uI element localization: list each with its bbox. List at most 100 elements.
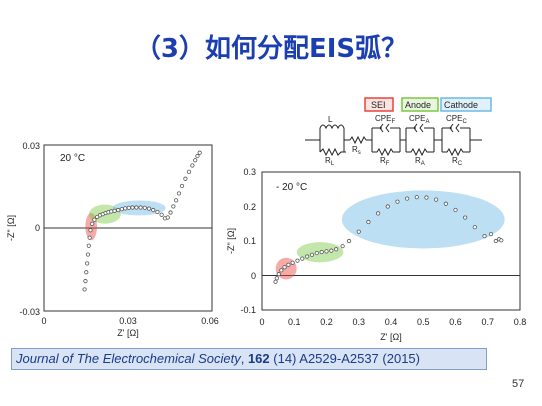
r-f-label: R bbox=[380, 156, 386, 165]
journal-volume: 162 bbox=[247, 351, 270, 366]
equivalent-circuit-diagram bbox=[305, 97, 492, 157]
r-a-label: R bbox=[415, 156, 421, 165]
y-tick-label: 0.03 bbox=[22, 141, 40, 151]
cathode-label: Cathode bbox=[444, 100, 478, 110]
x-tick-label: 0 bbox=[41, 316, 46, 326]
svg-text:RA: RA bbox=[415, 156, 425, 167]
data-point bbox=[463, 215, 468, 220]
data-point bbox=[286, 262, 291, 267]
cpe-c-label: CPE bbox=[446, 114, 462, 123]
svg-text:CPEC: CPEC bbox=[446, 114, 467, 125]
journal-citation: Journal of The Electrochemical Society, … bbox=[11, 348, 487, 370]
svg-text:RC: RC bbox=[452, 156, 463, 167]
data-point bbox=[472, 225, 477, 230]
chart-title: 20 °C bbox=[60, 153, 85, 164]
data-point bbox=[493, 238, 498, 244]
data-point bbox=[126, 205, 131, 210]
data-point bbox=[86, 243, 91, 248]
data-point bbox=[174, 198, 179, 203]
data-point bbox=[116, 207, 121, 213]
y-tick-label: 0 bbox=[251, 271, 256, 281]
data-point bbox=[424, 195, 429, 200]
data-point bbox=[319, 249, 324, 255]
highlight-cathode bbox=[341, 190, 505, 249]
data-point bbox=[87, 235, 92, 240]
data-point bbox=[329, 248, 334, 253]
journal-issue-pages: (14) A2529-A2537 (2015) bbox=[269, 351, 420, 366]
sei-label: SEI bbox=[371, 100, 386, 110]
data-point bbox=[142, 205, 147, 210]
r-s-sub: s bbox=[358, 150, 361, 156]
x-tick-label: 0.2 bbox=[320, 317, 333, 327]
data-point bbox=[314, 250, 319, 256]
data-point bbox=[405, 196, 410, 201]
data-point bbox=[414, 195, 419, 200]
data-point bbox=[112, 208, 117, 213]
data-point bbox=[434, 197, 439, 202]
data-point bbox=[279, 268, 284, 273]
anode-label: Anode bbox=[405, 100, 431, 110]
data-point bbox=[151, 207, 156, 213]
data-point bbox=[366, 219, 371, 225]
data-point bbox=[186, 169, 192, 174]
data-point bbox=[138, 205, 143, 210]
data-point bbox=[123, 206, 128, 211]
r-l-label: R bbox=[325, 156, 331, 165]
data-point bbox=[453, 207, 458, 213]
anode-label-box bbox=[401, 97, 439, 112]
eis-chart-minus20c: - 20 °C 0.3 0.2 0.1 0 -0.1 0 0.1 0.2 0.3 0.4… bbox=[226, 167, 526, 342]
data-point bbox=[119, 207, 124, 212]
y-axis-label: -Z" [Ω] bbox=[6, 215, 16, 241]
x-tick-label: 0.8 bbox=[514, 317, 527, 327]
y-axis-label: -Z" [Ω] bbox=[226, 228, 236, 254]
x-tick-label: 0.1 bbox=[288, 317, 301, 327]
y-tick-label: -0.03 bbox=[19, 307, 40, 317]
x-tick-label: 0.4 bbox=[385, 317, 398, 327]
x-tick-label: 0.3 bbox=[352, 317, 365, 327]
data-point bbox=[193, 158, 198, 163]
data-point bbox=[300, 256, 305, 261]
r-c-label: R bbox=[452, 156, 458, 165]
data-point bbox=[499, 238, 504, 243]
x-tick-label: 0.6 bbox=[449, 317, 462, 327]
r-l-sub: L bbox=[331, 161, 335, 167]
x-tick-label: 0.7 bbox=[481, 317, 494, 327]
y-tick-label: 0 bbox=[35, 223, 40, 233]
data-point bbox=[346, 238, 352, 244]
data-point bbox=[85, 252, 91, 257]
data-point bbox=[159, 212, 164, 217]
data-point bbox=[85, 261, 90, 266]
cathode-label-box bbox=[440, 97, 492, 112]
cpe-a-sub: A bbox=[425, 119, 429, 125]
y-tick-label: 0.1 bbox=[243, 236, 256, 246]
eis-chart-20c: 20 °C 0.03 0 -0.03 0 0.03 0.06 Z' [Ω] -Z… bbox=[6, 141, 219, 338]
data-point bbox=[197, 150, 202, 155]
data-point bbox=[176, 191, 182, 196]
cpe-a-label: CPE bbox=[409, 114, 425, 123]
svg-text:RF: RF bbox=[380, 156, 390, 167]
data-point bbox=[340, 244, 345, 249]
data-point bbox=[395, 199, 400, 204]
cpe-f-sub: F bbox=[391, 119, 395, 125]
data-point bbox=[482, 234, 487, 239]
data-point bbox=[282, 265, 287, 270]
data-point bbox=[146, 206, 152, 211]
data-point bbox=[134, 205, 139, 210]
data-point bbox=[168, 210, 173, 215]
data-point bbox=[165, 215, 170, 220]
data-point bbox=[130, 205, 135, 210]
data-point bbox=[295, 258, 300, 263]
chart-title: - 20 °C bbox=[276, 182, 307, 193]
data-point bbox=[83, 279, 88, 284]
data-point bbox=[90, 221, 95, 226]
data-point bbox=[273, 279, 278, 284]
cpe-c-sub: C bbox=[462, 119, 467, 125]
data-point bbox=[334, 247, 339, 252]
r-c-sub: C bbox=[458, 161, 463, 167]
data-point bbox=[375, 211, 381, 216]
journal-sep: , bbox=[240, 351, 248, 366]
sei-label-box bbox=[364, 97, 394, 112]
data-point bbox=[276, 272, 281, 277]
svg-text:CPEA: CPEA bbox=[409, 114, 429, 125]
